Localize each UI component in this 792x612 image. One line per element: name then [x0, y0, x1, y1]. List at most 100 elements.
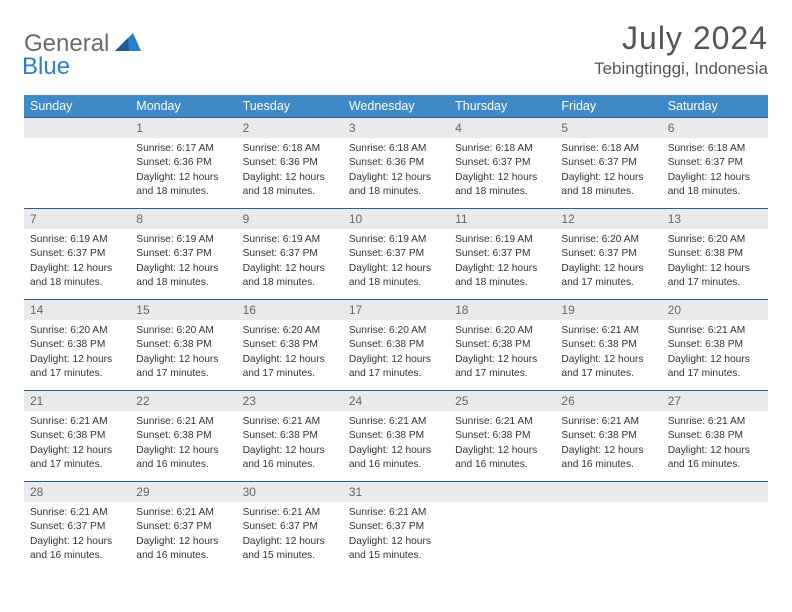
day-content: Sunrise: 6:21 AMSunset: 6:38 PMDaylight:…: [555, 320, 661, 390]
day-cell: 15Sunrise: 6:20 AMSunset: 6:38 PMDayligh…: [130, 300, 236, 391]
day-cell: 8Sunrise: 6:19 AMSunset: 6:37 PMDaylight…: [130, 209, 236, 300]
day-cell: 5Sunrise: 6:18 AMSunset: 6:37 PMDaylight…: [555, 118, 661, 209]
day-cell: 17Sunrise: 6:20 AMSunset: 6:38 PMDayligh…: [343, 300, 449, 391]
day-number: 3: [343, 118, 449, 138]
day-cell: 2Sunrise: 6:18 AMSunset: 6:36 PMDaylight…: [237, 118, 343, 209]
day-content: Sunrise: 6:21 AMSunset: 6:38 PMDaylight:…: [662, 320, 768, 390]
day-content: Sunrise: 6:19 AMSunset: 6:37 PMDaylight:…: [24, 229, 130, 299]
day-number: 23: [237, 391, 343, 411]
day-number: 22: [130, 391, 236, 411]
day-cell: 12Sunrise: 6:20 AMSunset: 6:37 PMDayligh…: [555, 209, 661, 300]
calendar-table: SundayMondayTuesdayWednesdayThursdayFrid…: [24, 95, 768, 572]
day-content: Sunrise: 6:19 AMSunset: 6:37 PMDaylight:…: [343, 229, 449, 299]
day-number: [555, 482, 661, 502]
day-number: 30: [237, 482, 343, 502]
day-number: 14: [24, 300, 130, 320]
day-content: Sunrise: 6:21 AMSunset: 6:38 PMDaylight:…: [130, 411, 236, 481]
day-number: 2: [237, 118, 343, 138]
day-content: Sunrise: 6:17 AMSunset: 6:36 PMDaylight:…: [130, 138, 236, 208]
day-content: Sunrise: 6:19 AMSunset: 6:37 PMDaylight:…: [237, 229, 343, 299]
day-header: Sunday: [24, 95, 130, 118]
day-number: 21: [24, 391, 130, 411]
day-cell: 4Sunrise: 6:18 AMSunset: 6:37 PMDaylight…: [449, 118, 555, 209]
day-cell: 31Sunrise: 6:21 AMSunset: 6:37 PMDayligh…: [343, 482, 449, 573]
day-cell: 21Sunrise: 6:21 AMSunset: 6:38 PMDayligh…: [24, 391, 130, 482]
day-number: 18: [449, 300, 555, 320]
day-cell: 27Sunrise: 6:21 AMSunset: 6:38 PMDayligh…: [662, 391, 768, 482]
day-content: Sunrise: 6:21 AMSunset: 6:37 PMDaylight:…: [343, 502, 449, 572]
month-title: July 2024: [594, 20, 768, 57]
day-content: [449, 502, 555, 572]
day-cell: 14Sunrise: 6:20 AMSunset: 6:38 PMDayligh…: [24, 300, 130, 391]
day-cell: 19Sunrise: 6:21 AMSunset: 6:38 PMDayligh…: [555, 300, 661, 391]
day-cell: 11Sunrise: 6:19 AMSunset: 6:37 PMDayligh…: [449, 209, 555, 300]
day-cell: 30Sunrise: 6:21 AMSunset: 6:37 PMDayligh…: [237, 482, 343, 573]
day-content: Sunrise: 6:19 AMSunset: 6:37 PMDaylight:…: [130, 229, 236, 299]
day-number: 29: [130, 482, 236, 502]
day-content: Sunrise: 6:20 AMSunset: 6:38 PMDaylight:…: [237, 320, 343, 390]
day-content: Sunrise: 6:18 AMSunset: 6:37 PMDaylight:…: [449, 138, 555, 208]
day-content: Sunrise: 6:18 AMSunset: 6:36 PMDaylight:…: [237, 138, 343, 208]
day-number: 20: [662, 300, 768, 320]
week-row: 28Sunrise: 6:21 AMSunset: 6:37 PMDayligh…: [24, 482, 768, 573]
day-header: Friday: [555, 95, 661, 118]
day-content: [24, 138, 130, 208]
logo-triangle-icon: [115, 33, 141, 56]
day-content: Sunrise: 6:18 AMSunset: 6:36 PMDaylight:…: [343, 138, 449, 208]
calendar-body: 1Sunrise: 6:17 AMSunset: 6:36 PMDaylight…: [24, 118, 768, 573]
day-number: 27: [662, 391, 768, 411]
location-label: Tebingtinggi, Indonesia: [594, 59, 768, 79]
day-cell: [662, 482, 768, 573]
day-content: Sunrise: 6:21 AMSunset: 6:37 PMDaylight:…: [130, 502, 236, 572]
day-number: 15: [130, 300, 236, 320]
day-number: 16: [237, 300, 343, 320]
day-cell: 9Sunrise: 6:19 AMSunset: 6:37 PMDaylight…: [237, 209, 343, 300]
day-header: Wednesday: [343, 95, 449, 118]
day-header-row: SundayMondayTuesdayWednesdayThursdayFrid…: [24, 95, 768, 118]
day-cell: 24Sunrise: 6:21 AMSunset: 6:38 PMDayligh…: [343, 391, 449, 482]
day-number: [449, 482, 555, 502]
week-row: 7Sunrise: 6:19 AMSunset: 6:37 PMDaylight…: [24, 209, 768, 300]
day-number: 13: [662, 209, 768, 229]
day-content: Sunrise: 6:21 AMSunset: 6:38 PMDaylight:…: [449, 411, 555, 481]
day-number: 26: [555, 391, 661, 411]
day-number: 25: [449, 391, 555, 411]
day-number: [662, 482, 768, 502]
day-content: Sunrise: 6:20 AMSunset: 6:38 PMDaylight:…: [343, 320, 449, 390]
day-content: Sunrise: 6:20 AMSunset: 6:38 PMDaylight:…: [449, 320, 555, 390]
day-cell: 16Sunrise: 6:20 AMSunset: 6:38 PMDayligh…: [237, 300, 343, 391]
day-number: 1: [130, 118, 236, 138]
day-number: 11: [449, 209, 555, 229]
day-header: Saturday: [662, 95, 768, 118]
day-cell: 18Sunrise: 6:20 AMSunset: 6:38 PMDayligh…: [449, 300, 555, 391]
day-content: Sunrise: 6:21 AMSunset: 6:38 PMDaylight:…: [24, 411, 130, 481]
day-number: 19: [555, 300, 661, 320]
day-cell: 6Sunrise: 6:18 AMSunset: 6:37 PMDaylight…: [662, 118, 768, 209]
day-cell: [24, 118, 130, 209]
day-content: Sunrise: 6:20 AMSunset: 6:38 PMDaylight:…: [662, 229, 768, 299]
day-number: 10: [343, 209, 449, 229]
day-cell: 23Sunrise: 6:21 AMSunset: 6:38 PMDayligh…: [237, 391, 343, 482]
day-content: Sunrise: 6:18 AMSunset: 6:37 PMDaylight:…: [662, 138, 768, 208]
day-number: 28: [24, 482, 130, 502]
day-number: 8: [130, 209, 236, 229]
day-content: [662, 502, 768, 572]
day-cell: 10Sunrise: 6:19 AMSunset: 6:37 PMDayligh…: [343, 209, 449, 300]
day-number: 9: [237, 209, 343, 229]
title-area: July 2024 Tebingtinggi, Indonesia: [594, 20, 768, 79]
day-number: [24, 118, 130, 138]
day-cell: 29Sunrise: 6:21 AMSunset: 6:37 PMDayligh…: [130, 482, 236, 573]
day-cell: 20Sunrise: 6:21 AMSunset: 6:38 PMDayligh…: [662, 300, 768, 391]
day-number: 4: [449, 118, 555, 138]
day-header: Thursday: [449, 95, 555, 118]
day-content: Sunrise: 6:21 AMSunset: 6:37 PMDaylight:…: [237, 502, 343, 572]
day-cell: 3Sunrise: 6:18 AMSunset: 6:36 PMDaylight…: [343, 118, 449, 209]
day-number: 12: [555, 209, 661, 229]
week-row: 14Sunrise: 6:20 AMSunset: 6:38 PMDayligh…: [24, 300, 768, 391]
day-cell: 26Sunrise: 6:21 AMSunset: 6:38 PMDayligh…: [555, 391, 661, 482]
day-cell: 1Sunrise: 6:17 AMSunset: 6:36 PMDaylight…: [130, 118, 236, 209]
day-header: Tuesday: [237, 95, 343, 118]
day-content: Sunrise: 6:20 AMSunset: 6:38 PMDaylight:…: [24, 320, 130, 390]
week-row: 1Sunrise: 6:17 AMSunset: 6:36 PMDaylight…: [24, 118, 768, 209]
day-cell: [555, 482, 661, 573]
